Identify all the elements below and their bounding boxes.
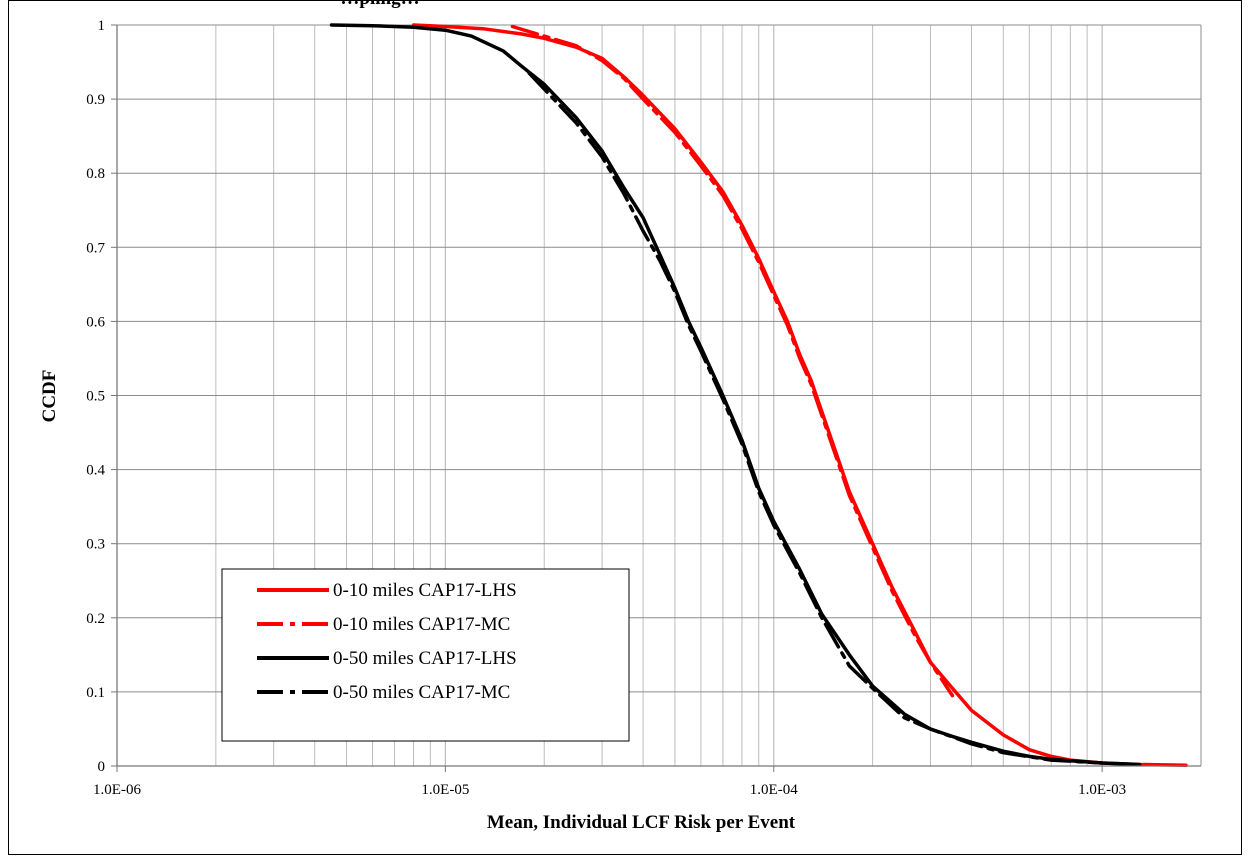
y-tick-label: 0.8: [86, 166, 105, 182]
x-tick-label: 1.0E-03: [1078, 782, 1126, 798]
x-tick-label: 1.0E-05: [421, 782, 469, 798]
legend: 0-10 miles CAP17-LHS 0-10 miles CAP17-MC 0…: [221, 568, 630, 742]
y-tick-label: 0.5: [86, 389, 105, 405]
chart-title: …pling…: [340, 0, 419, 9]
y-tick-label: 0.2: [86, 611, 105, 627]
legend-box: [221, 568, 630, 742]
y-tick-label: 0.7: [86, 240, 105, 256]
series-line-2: [510, 24, 955, 698]
series-line-3: [329, 23, 1142, 767]
x-tick-label: 1.0E-04: [750, 782, 798, 798]
y-tick-label: 0: [98, 759, 106, 775]
y-axis-title: CCDF: [39, 370, 60, 423]
tick-labels: 0 0.1 0.2 0.3 0.4 0.5 0.6 0.7 0.8 0.9 1 1.0E-06 1.0E…: [86, 18, 1126, 798]
legend-label-1: 0-10 miles CAP17-LHS: [333, 580, 517, 601]
y-tick-label: 0.4: [86, 463, 105, 479]
chart-frame: [8, 0, 1242, 855]
x-tick-label: 1.0E-06: [93, 782, 141, 798]
y-tick-label: 0.6: [86, 314, 105, 330]
series-layer: [329, 23, 1188, 768]
legend-label-4: 0-50 miles CAP17-MC: [333, 682, 510, 703]
legend-label-2: 0-10 miles CAP17-MC: [333, 614, 510, 635]
y-tick-label: 0.9: [86, 92, 105, 108]
y-tick-label: 0.1: [86, 685, 105, 701]
y-tick-label: 1: [98, 18, 106, 34]
y-tick-label: 0.3: [86, 537, 105, 553]
legend-label-3: 0-50 miles CAP17-LHS: [333, 648, 517, 669]
x-axis-title: Mean, Individual LCF Risk per Event: [487, 812, 796, 833]
axes: [111, 24, 1202, 772]
series-line-4: [527, 71, 1104, 765]
